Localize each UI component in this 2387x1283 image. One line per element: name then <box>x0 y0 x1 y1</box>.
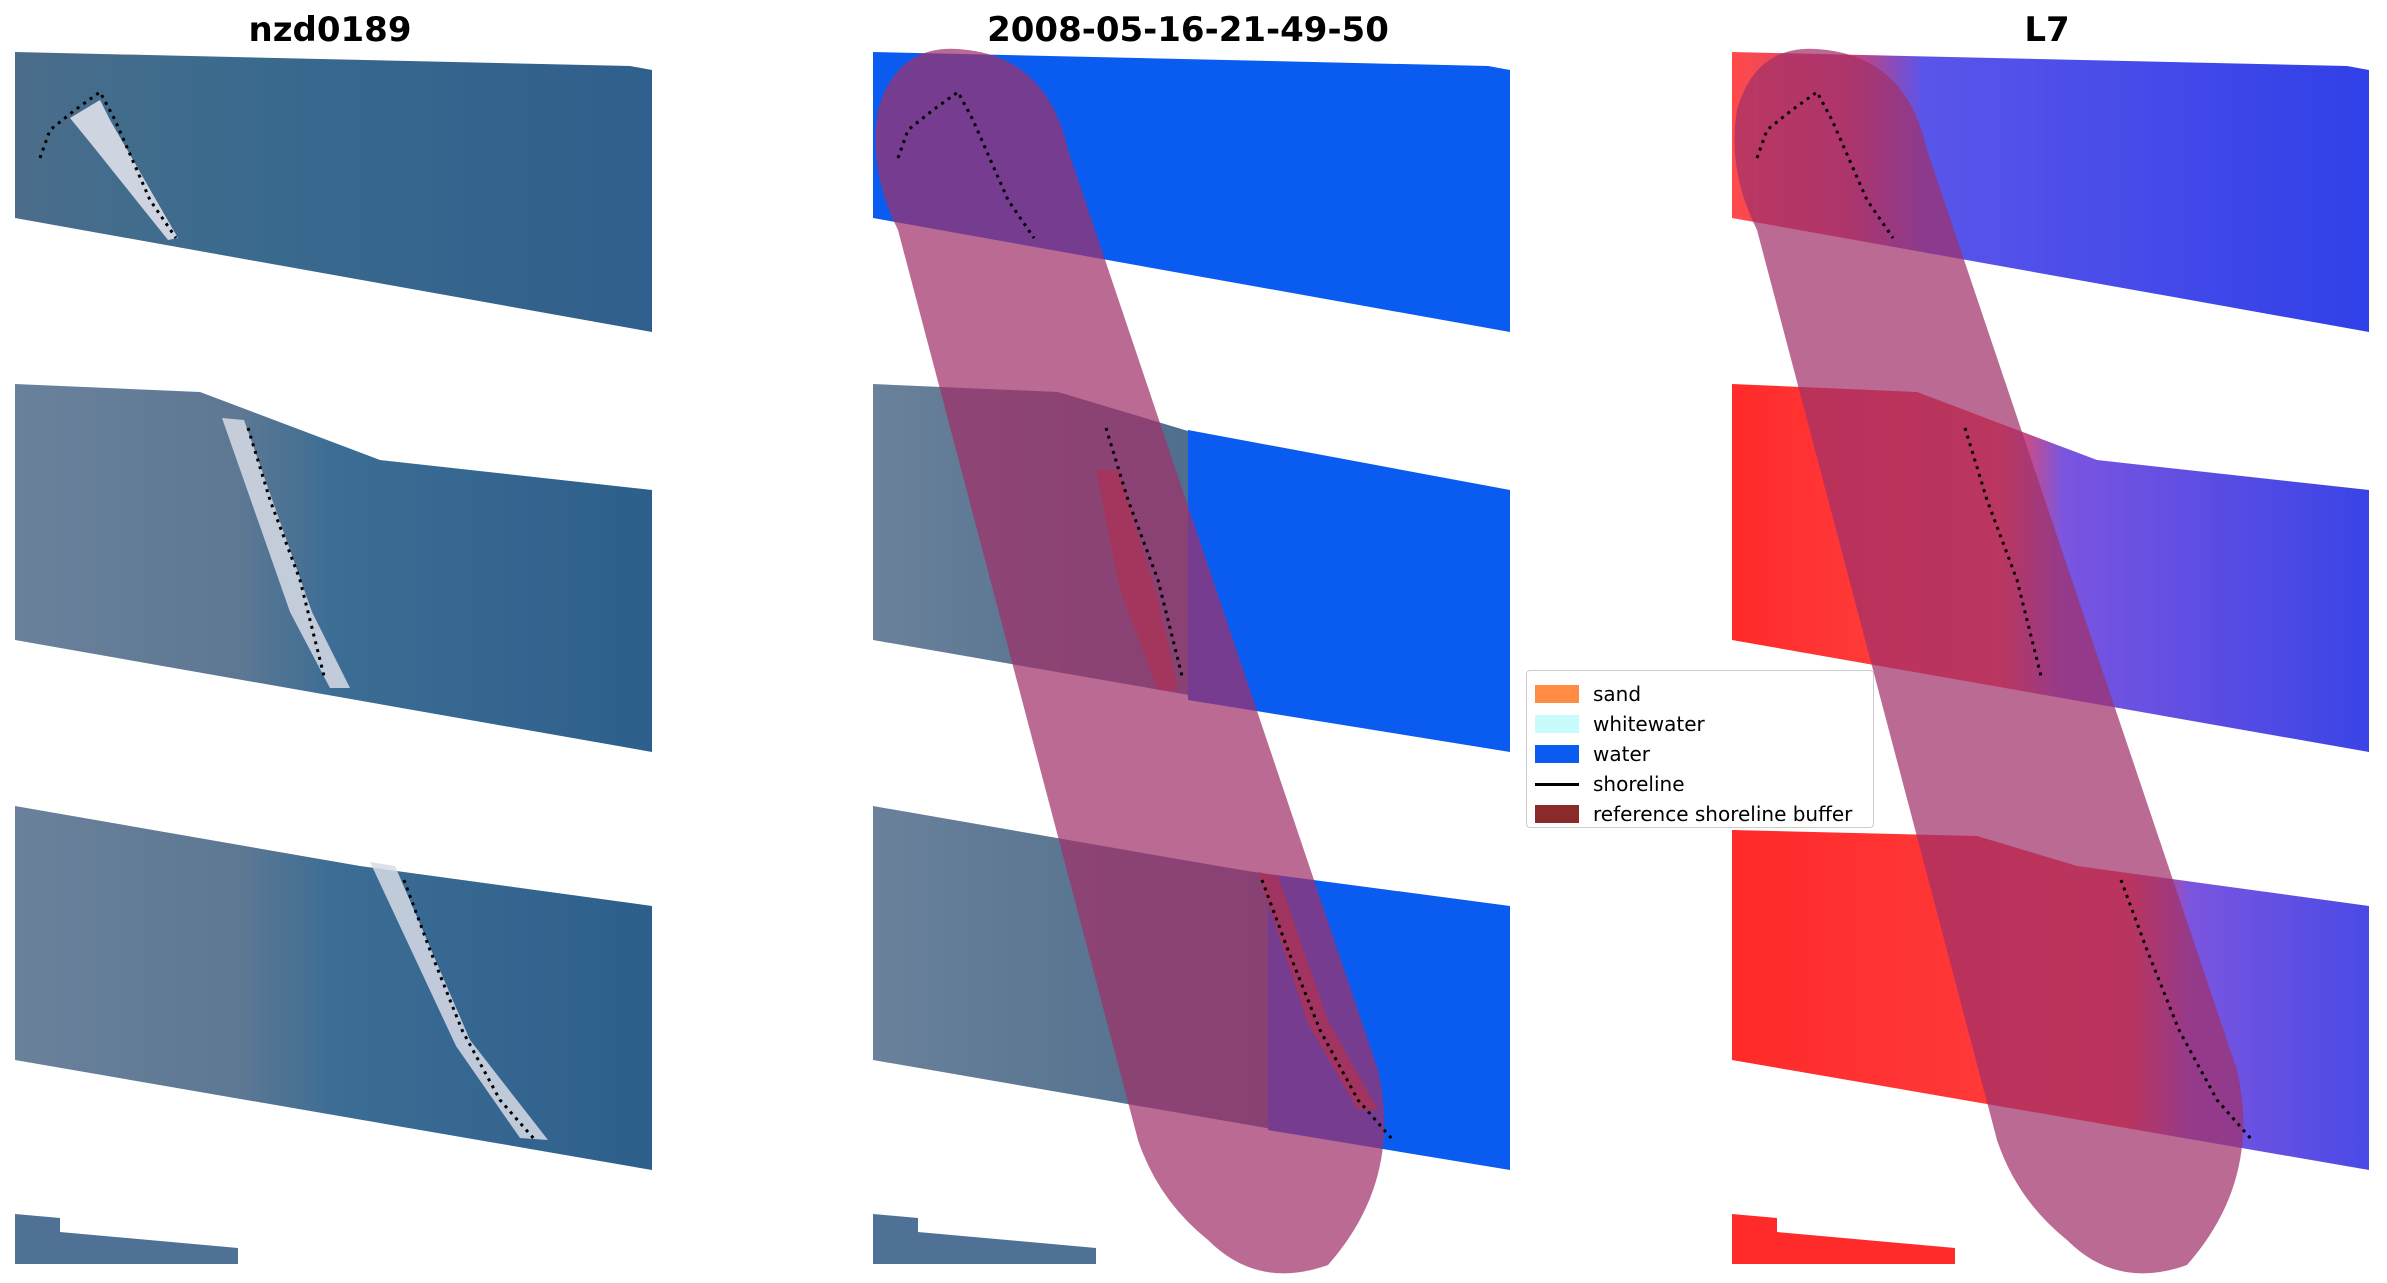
shoreline-line-swatch <box>1535 782 1579 786</box>
image-strip <box>15 384 652 752</box>
legend-item-sand: sand <box>1535 679 1865 709</box>
reference-shoreline-buffer <box>1734 48 2244 1274</box>
rgb-image <box>15 52 652 1264</box>
image-strip <box>15 1214 238 1264</box>
legend-item-whitewater: whitewater <box>1535 709 1865 739</box>
legend-label: whitewater <box>1593 712 1705 736</box>
shoreline <box>402 879 537 1141</box>
legend-label: shoreline <box>1593 772 1685 796</box>
image-strip <box>873 1214 1096 1264</box>
panel-rgb-image: nzd0189 <box>0 0 660 1283</box>
panel-classified-image: 2008-05-16-21-49-50 <box>858 0 1518 1283</box>
beach <box>70 100 178 240</box>
legend-item-shoreline: shoreline <box>1535 769 1865 799</box>
shoreline <box>2119 879 2254 1141</box>
water-region <box>1188 430 1510 752</box>
index-strip <box>1732 1214 1955 1264</box>
legend-item-buffer: reference shoreline buffer <box>1535 799 1865 829</box>
legend-label: reference shoreline buffer <box>1593 802 1853 826</box>
sand-swatch <box>1535 685 1579 703</box>
image-strip <box>15 806 652 1170</box>
panel-title: L7 <box>2024 10 2070 50</box>
panel-index-image: L7 <box>1717 0 2377 1283</box>
classified-image <box>873 48 1510 1274</box>
panel-title: 2008-05-16-21-49-50 <box>987 10 1389 50</box>
reference-shoreline-buffer <box>875 48 1385 1274</box>
panel-title: nzd0189 <box>248 10 412 50</box>
legend: sand whitewater water shoreline referenc… <box>1526 670 1874 828</box>
whitewater-swatch <box>1535 715 1579 733</box>
legend-label: sand <box>1593 682 1642 706</box>
buffer-swatch <box>1535 805 1579 823</box>
water-swatch <box>1535 745 1579 763</box>
legend-item-water: water <box>1535 739 1865 769</box>
beach <box>222 418 350 688</box>
beach <box>370 862 548 1140</box>
shoreline <box>1260 879 1395 1141</box>
legend-label: water <box>1593 742 1650 766</box>
index-image <box>1732 48 2369 1274</box>
image-strip <box>15 52 652 332</box>
